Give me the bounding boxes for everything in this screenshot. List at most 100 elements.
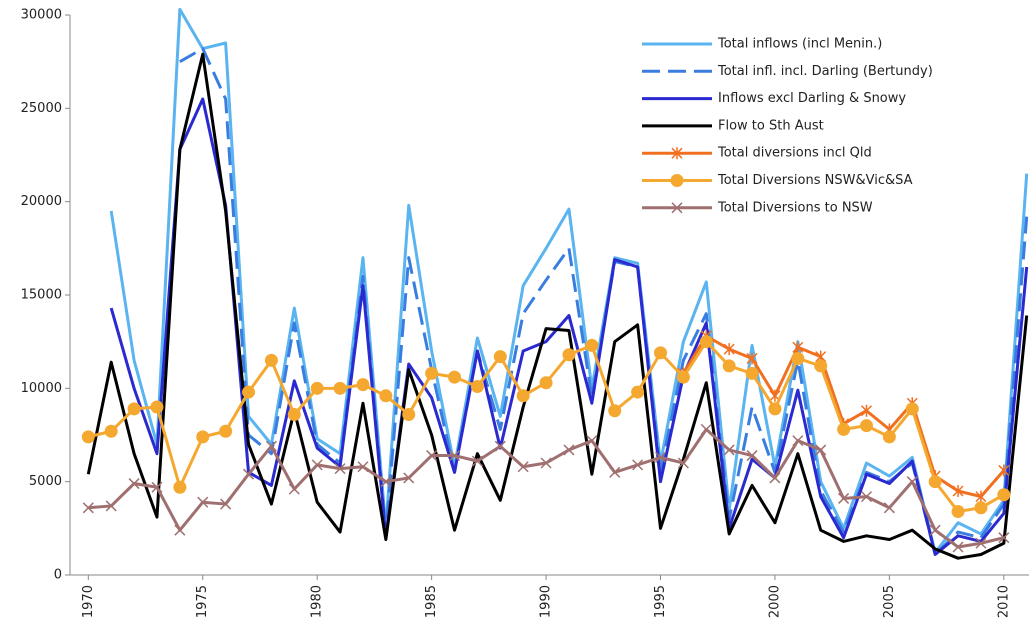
point: [608, 404, 622, 418]
point: [860, 404, 873, 417]
point: [563, 444, 575, 456]
point: [586, 435, 598, 447]
y-tick-label: 0: [54, 568, 62, 583]
point: [670, 174, 684, 187]
point: [975, 537, 987, 549]
point: [379, 389, 393, 403]
point: [150, 400, 164, 414]
point: [288, 483, 300, 495]
legend-label: Flow to Sth Aust: [718, 118, 824, 133]
axes: 0 5000 10000 15000 20000 25000 30000 1970 1975 19…: [21, 8, 1029, 618]
point: [197, 496, 209, 508]
point: [196, 430, 210, 444]
x-tick-label: 2000: [767, 585, 782, 618]
point: [173, 480, 187, 494]
point: [585, 338, 599, 352]
point: [609, 466, 621, 478]
point: [105, 500, 117, 512]
point: [540, 457, 552, 469]
point: [837, 422, 851, 436]
point: [974, 501, 988, 515]
point: [723, 444, 735, 456]
point: [264, 353, 278, 367]
point: [997, 488, 1011, 502]
point: [151, 481, 163, 493]
x-tick-label: 1970: [81, 585, 96, 618]
point: [517, 461, 529, 473]
point: [998, 464, 1010, 477]
point: [768, 402, 782, 416]
legend-label: Total infl. incl. Darling (Bertundy): [717, 64, 933, 79]
series-line: [109, 8, 1029, 555]
legend-label: Total diversions incl Qld: [717, 146, 872, 161]
point: [287, 407, 301, 421]
legend-label: Total inflows (incl Menin.): [717, 37, 882, 52]
point: [242, 468, 255, 480]
point: [174, 524, 186, 536]
series-line: [88, 427, 1005, 549]
legend-label: Inflows excl Darling & Snowy: [718, 91, 906, 106]
plot-area: [81, 8, 1029, 560]
point: [815, 444, 827, 456]
point: [723, 343, 735, 356]
point: [769, 472, 781, 484]
series-line: [109, 97, 1029, 556]
point: [562, 348, 576, 362]
point: [722, 359, 736, 373]
legend-label: Total Diversions NSW&Vic&SA: [717, 173, 913, 188]
point: [791, 351, 805, 365]
point: [746, 352, 758, 365]
x-tick-label: 1975: [195, 585, 210, 618]
point: [493, 350, 507, 364]
point: [952, 485, 964, 497]
x-tick-label: 1990: [539, 585, 554, 618]
point: [242, 385, 256, 399]
point: [928, 475, 942, 489]
point: [882, 430, 896, 444]
point: [859, 419, 873, 433]
series-line: [179, 47, 1029, 556]
point: [700, 423, 712, 435]
point: [219, 424, 233, 438]
point: [470, 379, 484, 393]
point: [82, 502, 94, 514]
point: [883, 502, 895, 514]
point: [838, 492, 850, 504]
legend-label: Total Diversions to NSW: [717, 200, 873, 215]
point: [448, 370, 462, 384]
point: [334, 463, 346, 475]
point: [671, 202, 683, 214]
point: [677, 457, 689, 469]
point: [671, 147, 683, 160]
point: [792, 341, 804, 354]
point: [333, 381, 347, 395]
point: [951, 505, 965, 519]
point: [998, 532, 1010, 544]
point: [128, 478, 140, 490]
point: [975, 490, 987, 503]
point: [516, 389, 530, 403]
point: [929, 524, 941, 536]
y-tick-label: 25000: [21, 101, 62, 116]
y-tick-label: 20000: [21, 194, 62, 209]
point: [380, 476, 392, 488]
point: [127, 402, 141, 416]
point: [471, 455, 483, 467]
point: [905, 402, 919, 416]
point: [792, 435, 804, 447]
point: [310, 381, 324, 395]
x-tick-label: 2005: [882, 585, 897, 618]
point: [265, 440, 277, 452]
point: [426, 450, 438, 462]
point: [632, 459, 644, 471]
point: [745, 366, 759, 380]
x-tick-label: 2010: [996, 585, 1011, 618]
point: [654, 451, 667, 463]
series-line: [86, 52, 1029, 560]
point: [425, 366, 439, 380]
point: [220, 498, 232, 510]
x-tick-label: 1980: [310, 585, 325, 618]
point: [402, 407, 416, 421]
y-tick-label: 15000: [21, 288, 62, 303]
x-tick-label: 1985: [424, 585, 439, 618]
